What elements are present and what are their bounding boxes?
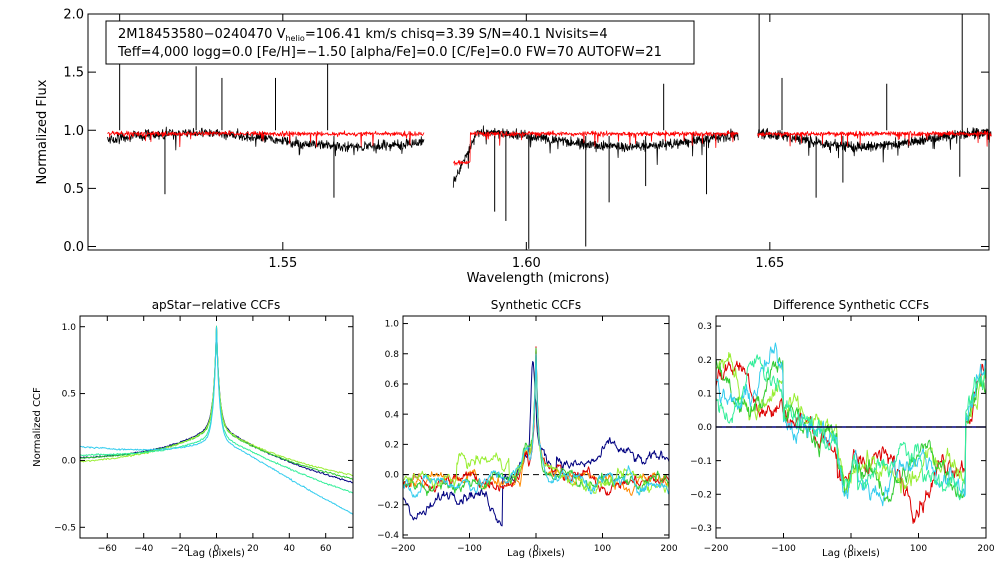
x-tick-label: −100 [457, 544, 482, 554]
y-tick-label: 0.5 [62, 390, 76, 400]
x-tick-label: −20 [171, 544, 190, 554]
synthetic-ccf-title: Synthetic CCFs [491, 298, 581, 312]
y-tick-label: 0.8 [385, 350, 400, 360]
synthetic-ccf-axes: −200 −100 0 100 200 −0.4 −0.2 0.0 0.2 0.4 0.6 0.8 1.… [377, 316, 678, 554]
apstar-ccf-axes: −60 −40 −20 0 20 40 60 −0.5 0.0 0.5 1.0 [54, 316, 353, 554]
model-spectrum-chip-1 [107, 130, 425, 148]
y-tick-label: 0.6 [385, 380, 400, 390]
apstar-ccf-navy-line [79, 325, 354, 484]
y-tick-label: 0.0 [385, 471, 400, 481]
y-tick-label: 0.2 [385, 441, 399, 451]
x-tick-label: 1.65 [755, 256, 784, 271]
y-tick-label: −0.3 [690, 524, 712, 534]
x-tick-label: 200 [977, 544, 994, 554]
y-tick-label: −0.5 [54, 523, 76, 533]
synthetic-ccf-x-label: Lag (pixels) [507, 548, 565, 559]
y-tick-label: 0.5 [63, 182, 84, 197]
y-tick-label: 0.3 [698, 322, 712, 332]
x-tick-label: −200 [704, 544, 729, 554]
spectrum-axes: 1.55 1.60 1.65 0.0 0.5 1.0 1.5 2.0 [63, 8, 989, 271]
apstar-ccf-title: apStar−relative CCFs [152, 298, 281, 312]
spectrum-y-label: Normalized Flux [35, 79, 50, 184]
x-tick-label: 60 [320, 544, 332, 554]
synthetic-ccf-panel: −200 −100 0 100 200 −0.4 −0.2 0.0 0.2 0.4 0.6 0.8 1.… [377, 298, 678, 559]
y-tick-label: 1.0 [62, 323, 77, 333]
info-line-1: 2M18453580−0240470 Vhelio=106.41 km/s ch… [118, 27, 608, 43]
apstar-ccf-panel: −60 −40 −20 0 20 40 60 −0.5 0.0 0.5 1.0 apStar−rel… [32, 298, 354, 559]
difference-ccf-spring-line [715, 354, 987, 501]
apstar-ccf-y-label: Normalized CCF [32, 387, 43, 467]
y-tick-label: −0.2 [690, 490, 712, 500]
difference-ccf-red-line [715, 360, 987, 524]
spectrum-frame [87, 13, 990, 251]
apstar-ccf-frame [79, 315, 354, 539]
spectrum-data [107, 14, 992, 249]
difference-ccf-x-label: Lag (pixels) [822, 548, 880, 559]
x-tick-label: 20 [247, 544, 259, 554]
y-tick-label: 1.0 [385, 320, 400, 330]
apstar-ccf-lime-line [79, 326, 354, 477]
y-tick-label: 2.0 [63, 8, 84, 23]
y-tick-label: 1.0 [63, 124, 84, 139]
spectrum-x-label: Wavelength (microns) [467, 271, 610, 286]
y-tick-label: 0.1 [698, 390, 712, 400]
apstar-ccf-data [79, 325, 354, 515]
y-tick-label: 0.2 [698, 356, 712, 366]
x-tick-label: −100 [771, 544, 796, 554]
x-tick-label: −200 [391, 544, 416, 554]
synthetic-ccf-data [402, 346, 670, 527]
y-tick-label: 1.5 [63, 66, 84, 81]
apstar-ccf-x-label: Lag (pixels) [187, 548, 245, 559]
apstar-ccf-spring-line [79, 325, 354, 494]
apstar-ccf-cyan-line [79, 327, 354, 515]
x-tick-label: 0 [533, 544, 539, 554]
y-tick-label: −0.2 [377, 501, 399, 511]
info-line-2: Teff=4,000 logg=0.0 [Fe/H]=−1.50 [alpha/… [117, 45, 662, 60]
y-tick-label: 0.4 [385, 410, 400, 420]
model-spectrum-chip-3 [757, 130, 992, 147]
difference-ccf-panel: −200 −100 0 100 200−0.3−0.2−0.10.00.10.20.3 … [690, 298, 995, 559]
x-tick-label: 40 [284, 544, 296, 554]
synthetic-ccf-cyan-line [402, 353, 670, 498]
x-tick-label: 200 [660, 544, 677, 554]
y-tick-label: 0.0 [63, 240, 84, 255]
x-tick-label: −60 [98, 544, 117, 554]
x-tick-label: 100 [594, 544, 611, 554]
y-tick-label: 0.0 [62, 457, 77, 467]
x-tick-label: 0 [848, 544, 854, 554]
model-spectrum-chip-2 [453, 130, 739, 166]
spectrum-panel: 1.55 1.60 1.65 0.0 0.5 1.0 1.5 2.0 2M18453580−0… [35, 8, 992, 286]
synthetic-ccf-lime-line [402, 359, 670, 494]
x-tick-label: 1.60 [512, 256, 541, 271]
x-tick-label: −40 [134, 544, 153, 554]
y-tick-label: −0.4 [377, 531, 399, 541]
x-tick-label: 0 [214, 544, 220, 554]
x-tick-label: 1.55 [268, 256, 297, 271]
x-tick-label: 100 [910, 544, 927, 554]
difference-ccf-data [715, 342, 987, 524]
observed-spectrum-chip-1 [107, 126, 425, 157]
difference-ccf-title: Difference Synthetic CCFs [773, 298, 929, 312]
y-tick-label: 0.0 [698, 423, 713, 433]
synthetic-ccf-navy-line [402, 361, 670, 527]
difference-ccf-axes: −200 −100 0 100 200 −0.3 −0.2 −0.1 0.0 0.1 0.2 0.3 [690, 316, 995, 554]
info-box [105, 20, 695, 65]
y-tick-label: −0.1 [690, 457, 712, 467]
